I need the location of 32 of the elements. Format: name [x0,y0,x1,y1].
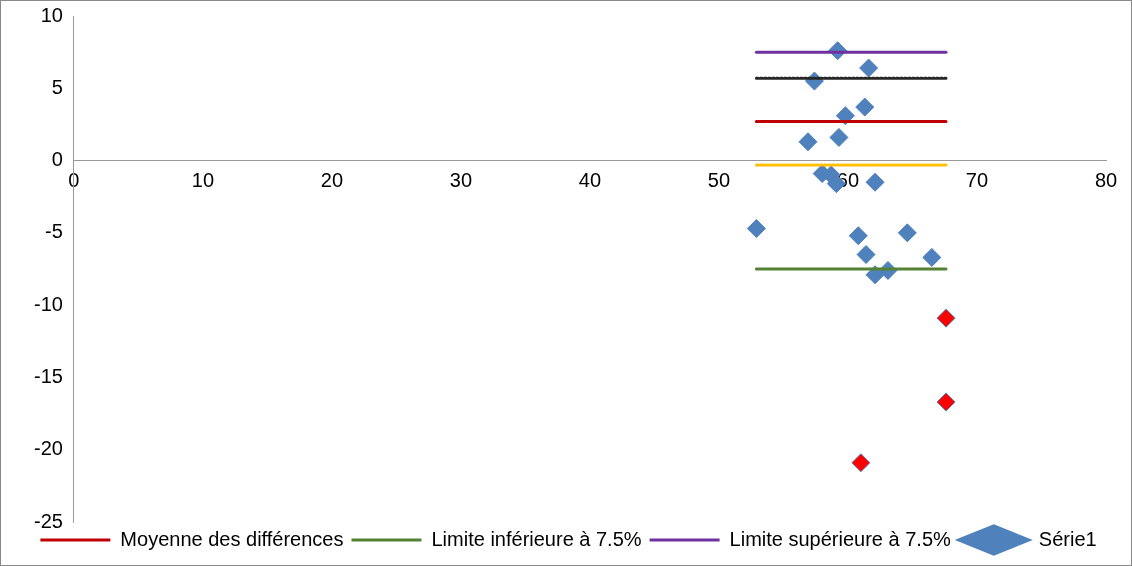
y-tick-label: -20 [34,437,63,460]
point [829,127,849,147]
point [855,97,875,117]
x-tick-label: 70 [965,169,989,192]
x-tick-label: 10 [191,169,215,192]
point [865,172,885,192]
legend-label: Limite inférieure à 7.5% [431,527,642,550]
x-tick-label: 80 [1094,169,1118,192]
point [856,245,876,265]
point [798,132,818,152]
x-tick-label: 50 [707,169,731,192]
point [746,219,766,239]
point [936,392,956,412]
legend-label: Série1 [1038,527,1097,550]
x-tick-label: 40 [578,169,602,192]
point [859,58,879,78]
point [848,226,868,246]
x-tick-label: 30 [449,169,473,192]
point [897,223,917,243]
x-tick-label: 20 [320,169,344,192]
y-tick-label: -25 [34,509,63,532]
y-tick-label: 10 [40,3,63,26]
y-tick-label: -15 [34,364,63,387]
y-tick-label: -5 [45,220,63,243]
legend-label: Limite supérieure à 7.5% [729,527,952,550]
y-tick-label: 5 [51,75,63,98]
point [922,247,942,267]
point [851,453,871,473]
y-tick-label: -10 [34,292,63,315]
point [936,308,956,328]
y-tick-label: 0 [51,148,63,171]
legend-label: Moyenne des différences [120,527,344,550]
